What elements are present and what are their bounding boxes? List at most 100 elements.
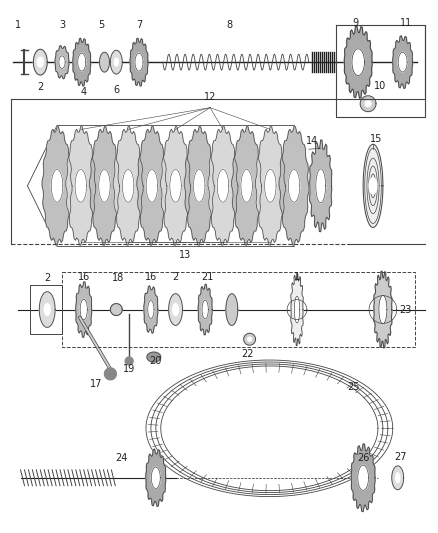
Polygon shape [351, 444, 375, 512]
Polygon shape [33, 49, 47, 75]
Polygon shape [105, 368, 117, 380]
Polygon shape [59, 56, 65, 68]
Text: 10: 10 [374, 81, 386, 91]
Polygon shape [66, 126, 96, 245]
Text: 5: 5 [99, 20, 105, 29]
Polygon shape [360, 96, 376, 111]
Polygon shape [392, 466, 404, 490]
Polygon shape [146, 169, 158, 202]
Polygon shape [365, 101, 371, 107]
Text: 16: 16 [145, 272, 157, 282]
Polygon shape [247, 337, 251, 341]
Polygon shape [241, 169, 252, 202]
Polygon shape [113, 126, 143, 245]
Polygon shape [288, 169, 300, 202]
Polygon shape [374, 271, 392, 348]
Text: 24: 24 [115, 453, 127, 463]
Text: 17: 17 [90, 379, 103, 389]
Polygon shape [110, 304, 122, 316]
Text: 9: 9 [352, 18, 358, 28]
Text: 7: 7 [136, 20, 142, 29]
Polygon shape [37, 57, 43, 67]
Polygon shape [144, 286, 158, 333]
Text: 15: 15 [370, 134, 382, 144]
Text: 11: 11 [399, 18, 412, 28]
Polygon shape [39, 292, 55, 327]
Polygon shape [358, 465, 368, 490]
Polygon shape [279, 126, 309, 245]
Polygon shape [352, 49, 364, 76]
Text: 2: 2 [44, 273, 50, 283]
Text: 22: 22 [241, 349, 254, 359]
Polygon shape [244, 333, 255, 345]
Polygon shape [135, 53, 143, 71]
Polygon shape [294, 296, 300, 323]
Polygon shape [208, 126, 238, 245]
Polygon shape [78, 53, 86, 71]
Text: 2: 2 [173, 272, 179, 282]
Text: 4: 4 [81, 87, 87, 97]
Polygon shape [44, 304, 50, 316]
Text: 2: 2 [37, 82, 43, 92]
Text: 19: 19 [123, 364, 135, 374]
Polygon shape [379, 295, 387, 324]
Text: 6: 6 [113, 85, 120, 95]
Polygon shape [291, 273, 303, 346]
Text: 21: 21 [201, 272, 213, 282]
Polygon shape [170, 169, 181, 202]
Text: 20: 20 [150, 356, 162, 366]
Polygon shape [173, 304, 179, 316]
Polygon shape [42, 126, 72, 245]
Polygon shape [363, 144, 383, 228]
Polygon shape [152, 467, 160, 488]
Polygon shape [137, 126, 167, 245]
Polygon shape [99, 169, 110, 202]
Polygon shape [76, 282, 92, 337]
Polygon shape [265, 169, 276, 202]
Polygon shape [146, 449, 166, 506]
Text: 16: 16 [78, 272, 90, 282]
Text: 27: 27 [394, 452, 407, 462]
Polygon shape [114, 58, 118, 66]
Polygon shape [398, 52, 407, 72]
Polygon shape [73, 38, 91, 86]
Polygon shape [393, 36, 413, 88]
Polygon shape [99, 52, 110, 72]
Text: 1: 1 [14, 20, 21, 29]
Polygon shape [80, 300, 87, 320]
Polygon shape [217, 169, 229, 202]
Polygon shape [130, 38, 148, 86]
Text: 26: 26 [357, 453, 369, 463]
Polygon shape [198, 284, 212, 335]
Text: 13: 13 [179, 250, 191, 260]
Polygon shape [184, 126, 214, 245]
Polygon shape [55, 45, 69, 79]
Text: 14: 14 [306, 136, 318, 147]
Polygon shape [194, 169, 205, 202]
Polygon shape [51, 169, 63, 202]
Polygon shape [161, 126, 191, 245]
Polygon shape [232, 126, 261, 245]
Polygon shape [255, 126, 285, 245]
Polygon shape [75, 169, 86, 202]
Polygon shape [110, 50, 122, 74]
Text: 8: 8 [227, 20, 233, 29]
Text: 23: 23 [399, 304, 412, 314]
Polygon shape [148, 301, 154, 318]
Polygon shape [369, 178, 377, 194]
Text: 12: 12 [204, 92, 216, 102]
Polygon shape [396, 473, 400, 483]
Text: 3: 3 [59, 20, 65, 29]
Text: 1: 1 [294, 272, 300, 282]
Polygon shape [310, 140, 332, 232]
Polygon shape [202, 300, 208, 319]
Polygon shape [169, 294, 183, 325]
Polygon shape [123, 169, 134, 202]
Polygon shape [89, 126, 120, 245]
Text: 18: 18 [112, 273, 124, 283]
Polygon shape [226, 294, 238, 325]
Polygon shape [344, 26, 372, 98]
Polygon shape [316, 169, 325, 203]
Polygon shape [147, 352, 161, 362]
Text: 25: 25 [347, 382, 360, 392]
